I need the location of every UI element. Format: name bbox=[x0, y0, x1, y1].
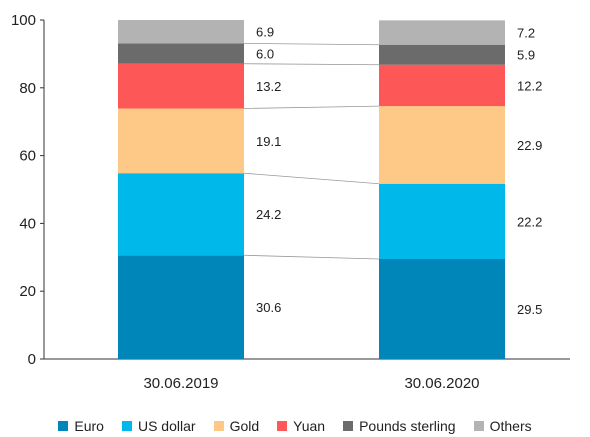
y-tick-label: 40 bbox=[19, 215, 36, 232]
legend-label: Others bbox=[489, 418, 532, 434]
bar-segments bbox=[118, 20, 505, 359]
bar-segment-gold bbox=[118, 108, 244, 174]
legend-swatch bbox=[473, 421, 484, 431]
data-label: 13.2 bbox=[256, 79, 281, 94]
legend-swatch bbox=[121, 421, 132, 431]
bar-segment-pounds-sterling bbox=[118, 43, 244, 64]
data-label: 30.6 bbox=[256, 300, 281, 315]
data-label: 12.2 bbox=[517, 78, 542, 93]
legend-label: Euro bbox=[74, 418, 104, 434]
data-label: 22.2 bbox=[517, 214, 542, 229]
legend-swatch bbox=[58, 421, 69, 431]
legend-item: Gold bbox=[213, 418, 260, 434]
legend-swatch bbox=[213, 421, 224, 431]
bar-segment-pounds-sterling bbox=[379, 44, 505, 65]
bar-segment-others bbox=[379, 20, 505, 45]
connector-line bbox=[243, 105, 380, 109]
data-label: 6.9 bbox=[256, 25, 274, 40]
legend-label: Gold bbox=[229, 418, 260, 434]
connector-line bbox=[243, 172, 380, 185]
legend-label: Pounds sterling bbox=[359, 418, 456, 434]
data-label: 22.9 bbox=[517, 138, 542, 153]
legend-swatch bbox=[277, 421, 288, 431]
x-category-label: 30.06.2020 bbox=[404, 375, 479, 392]
stacked-bar-chart: 0 20 40 60 80 100 30.06.2019 30.06.2020 30.6 24.… bbox=[11, 12, 570, 392]
bar-segment-us-dollar bbox=[118, 173, 244, 256]
bar-segment-yuan bbox=[379, 64, 505, 107]
bar-segment-yuan bbox=[118, 63, 244, 109]
x-category-label: 30.06.2019 bbox=[143, 375, 218, 392]
legend-label: Yuan bbox=[293, 418, 326, 434]
data-label: 29.5 bbox=[517, 302, 542, 317]
bar-segment-euro bbox=[379, 258, 505, 359]
y-tick-label: 80 bbox=[19, 80, 36, 97]
bar-segment-others bbox=[118, 20, 244, 44]
data-label: 6.0 bbox=[256, 47, 274, 62]
bar-segment-us-dollar bbox=[379, 183, 505, 259]
y-tick-label: 60 bbox=[19, 148, 36, 165]
data-label: 7.2 bbox=[517, 26, 535, 41]
series-connector-lines bbox=[243, 42, 380, 260]
connector-line bbox=[243, 42, 380, 46]
data-label: 19.1 bbox=[256, 134, 281, 149]
chart-legend: Euro US dollar Gold Yuan Pounds sterling Othe… bbox=[0, 416, 590, 436]
legend-swatch bbox=[343, 421, 354, 431]
y-tick-label: 100 bbox=[11, 12, 36, 29]
connector-line bbox=[243, 63, 380, 66]
y-tick-label: 20 bbox=[19, 283, 36, 300]
bar-segment-gold bbox=[379, 106, 505, 184]
data-label: 5.9 bbox=[517, 48, 535, 63]
chart-axes: 0 20 40 60 80 100 30.06.2019 30.06.2020 bbox=[11, 12, 570, 392]
bar-segment-euro bbox=[118, 255, 244, 359]
data-label: 24.2 bbox=[256, 207, 281, 222]
legend-label: US dollar bbox=[137, 418, 196, 434]
legend-item: US dollar bbox=[121, 418, 196, 434]
connector-line bbox=[243, 254, 380, 260]
legend-item: Others bbox=[473, 418, 532, 434]
data-labels: 30.6 24.2 19.1 13.2 6.0 6.9 29.5 22.2 22.9 12.2 5.… bbox=[256, 25, 542, 317]
legend-item: Pounds sterling bbox=[343, 418, 456, 434]
legend-item: Yuan bbox=[277, 418, 325, 434]
legend-item: Euro bbox=[58, 418, 104, 434]
y-tick-label: 0 bbox=[28, 351, 36, 368]
